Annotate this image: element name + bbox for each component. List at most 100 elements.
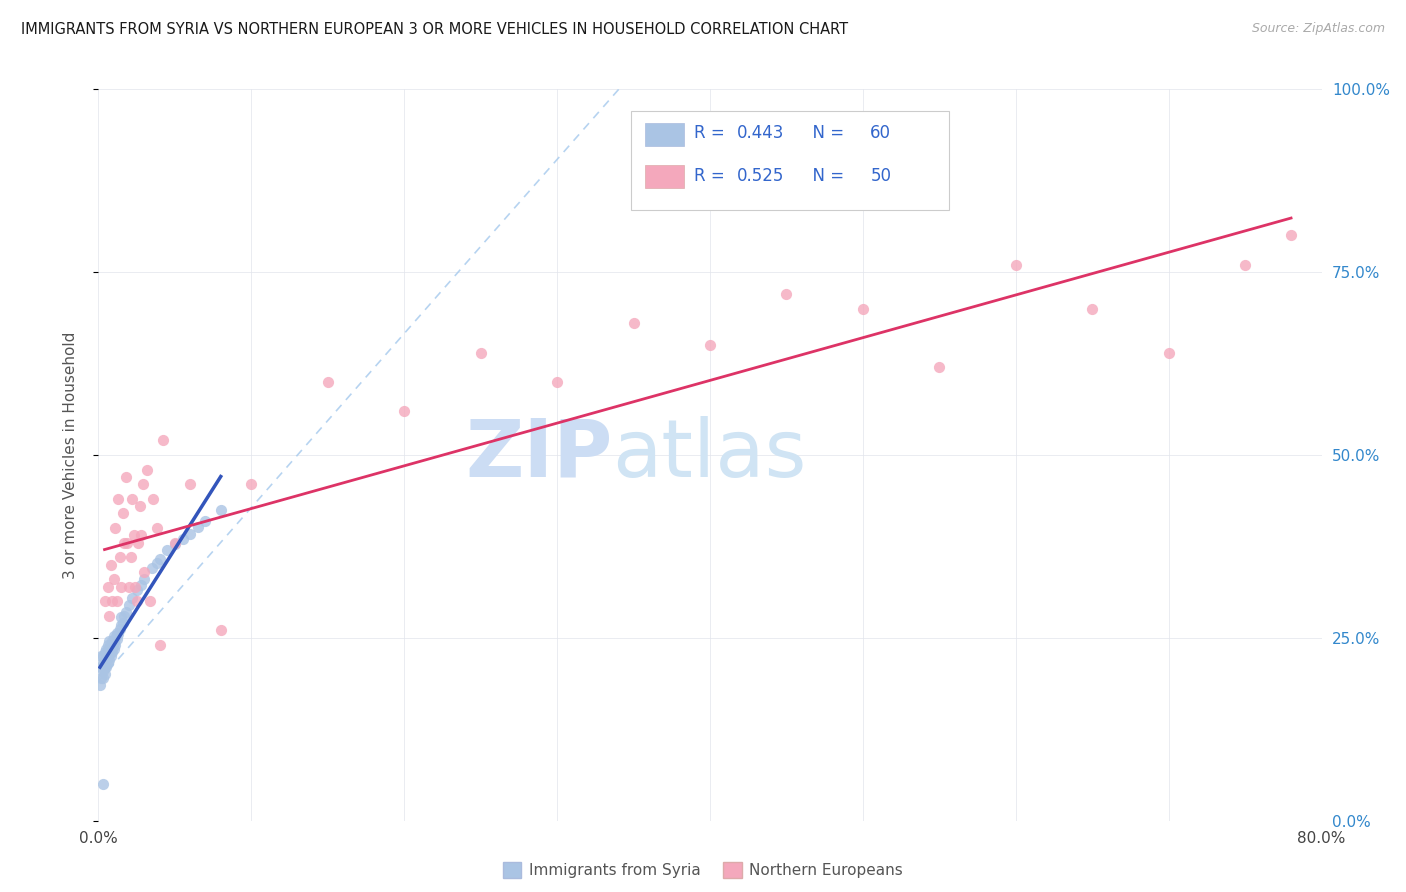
Point: [1157, 345, 1180, 359]
Point: [139, 594, 162, 608]
Point: [97, 580, 120, 594]
Y-axis label: 3 or more Vehicles in Household: 3 or more Vehicles in Household: [63, 331, 77, 579]
Point: [91, 649, 114, 664]
Point: [117, 535, 139, 549]
Point: [104, 631, 127, 645]
Point: [110, 617, 132, 632]
Point: [187, 519, 209, 533]
FancyBboxPatch shape: [630, 112, 949, 210]
Point: [115, 470, 138, 484]
Point: [1279, 228, 1302, 243]
Point: [104, 521, 127, 535]
Text: ZIP: ZIP: [465, 416, 612, 494]
Text: 0.443: 0.443: [737, 124, 785, 142]
Point: [128, 499, 150, 513]
Point: [101, 645, 124, 659]
Point: [90, 671, 112, 685]
Point: [127, 535, 149, 549]
Point: [775, 287, 797, 301]
Text: N =: N =: [801, 167, 849, 185]
Point: [163, 537, 186, 551]
Point: [90, 660, 112, 674]
Point: [852, 301, 875, 316]
Point: [152, 434, 174, 448]
Point: [111, 507, 134, 521]
Point: [156, 543, 179, 558]
Point: [145, 556, 167, 570]
Point: [136, 462, 159, 476]
Point: [93, 594, 115, 608]
Point: [98, 608, 121, 623]
Point: [120, 550, 142, 565]
Point: [118, 580, 141, 594]
Point: [240, 477, 263, 491]
Point: [124, 580, 146, 594]
Point: [100, 558, 122, 572]
Point: [125, 594, 148, 608]
Point: [132, 477, 155, 491]
Point: [101, 640, 124, 654]
Point: [110, 580, 132, 594]
Point: [928, 360, 950, 375]
Text: 60: 60: [870, 124, 891, 142]
Point: [392, 404, 416, 418]
Point: [91, 671, 114, 685]
Point: [94, 660, 117, 674]
Point: [93, 645, 115, 659]
Point: [103, 641, 125, 656]
Text: R =: R =: [695, 167, 730, 185]
Point: [129, 528, 152, 542]
Point: [172, 532, 194, 546]
Point: [163, 535, 186, 549]
FancyBboxPatch shape: [645, 164, 685, 188]
Point: [1234, 258, 1257, 272]
Text: R =: R =: [695, 124, 730, 142]
Point: [105, 625, 128, 640]
Point: [101, 634, 124, 648]
Text: 50: 50: [870, 167, 891, 185]
Point: [100, 649, 122, 664]
Point: [125, 583, 148, 598]
Point: [149, 551, 172, 566]
Text: 0.525: 0.525: [737, 167, 785, 185]
Point: [122, 528, 145, 542]
Text: IMMIGRANTS FROM SYRIA VS NORTHERN EUROPEAN 3 OR MORE VEHICLES IN HOUSEHOLD CORRE: IMMIGRANTS FROM SYRIA VS NORTHERN EUROPE…: [21, 22, 848, 37]
Point: [100, 638, 122, 652]
Point: [112, 608, 135, 623]
Point: [141, 561, 163, 575]
Point: [121, 491, 143, 506]
Point: [179, 527, 201, 541]
Point: [104, 638, 127, 652]
Point: [103, 629, 125, 643]
Point: [316, 375, 339, 389]
Point: [98, 634, 121, 648]
Point: [129, 578, 152, 592]
Point: [145, 521, 167, 535]
Point: [111, 616, 134, 631]
Point: [97, 657, 120, 671]
Point: [546, 375, 568, 389]
Point: [93, 653, 115, 667]
Point: [108, 550, 131, 565]
Point: [105, 594, 128, 608]
Point: [93, 667, 115, 681]
Point: [623, 316, 645, 330]
Point: [105, 632, 128, 647]
Point: [107, 627, 129, 641]
Point: [97, 638, 120, 652]
Point: [100, 644, 122, 658]
Text: Source: ZipAtlas.com: Source: ZipAtlas.com: [1251, 22, 1385, 36]
Point: [134, 572, 156, 586]
Point: [103, 572, 125, 586]
FancyBboxPatch shape: [645, 123, 685, 146]
Point: [110, 610, 132, 624]
Point: [91, 664, 114, 678]
Point: [94, 653, 117, 667]
Text: N =: N =: [801, 124, 849, 142]
Point: [1004, 258, 1026, 272]
Point: [91, 657, 114, 671]
Point: [101, 594, 124, 608]
Point: [98, 641, 121, 656]
Point: [699, 338, 721, 352]
Point: [121, 591, 143, 605]
